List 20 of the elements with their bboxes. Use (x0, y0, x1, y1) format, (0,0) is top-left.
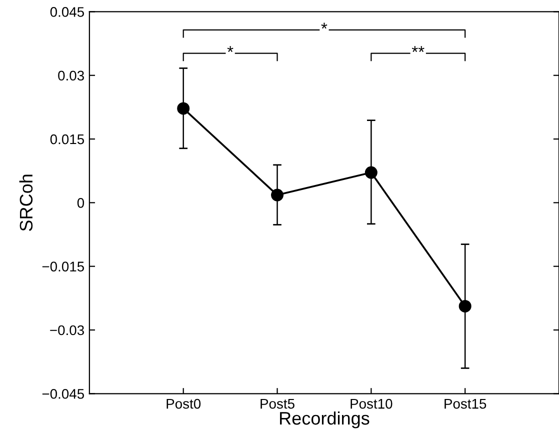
point (177, 102, 190, 115)
x-axis-title: Recordings (280, 411, 370, 428)
point (364, 166, 378, 179)
x-tick-label: Post0 (166, 398, 201, 409)
y-axis-title: SRCoh (19, 174, 33, 231)
point (458, 300, 472, 312)
x-tick-label: Post15 (444, 399, 486, 409)
annotation: ** (412, 46, 424, 52)
y-tick-label: −0.015 (42, 262, 84, 272)
y-tick-label: 0.045 (50, 7, 84, 17)
x-tick-label: Post5 (260, 399, 294, 409)
y-tick-label: −0.03 (50, 325, 84, 336)
y-tick-label: 0.03 (58, 70, 84, 81)
annotation: * (321, 22, 328, 29)
y-tick-label: −0.045 (42, 388, 84, 399)
x-tick-label: Post10 (350, 398, 392, 409)
point (271, 188, 284, 202)
y-tick-label: 0 (77, 198, 84, 208)
y-tick-label: 0.015 (50, 134, 84, 144)
annotation: * (227, 46, 234, 52)
